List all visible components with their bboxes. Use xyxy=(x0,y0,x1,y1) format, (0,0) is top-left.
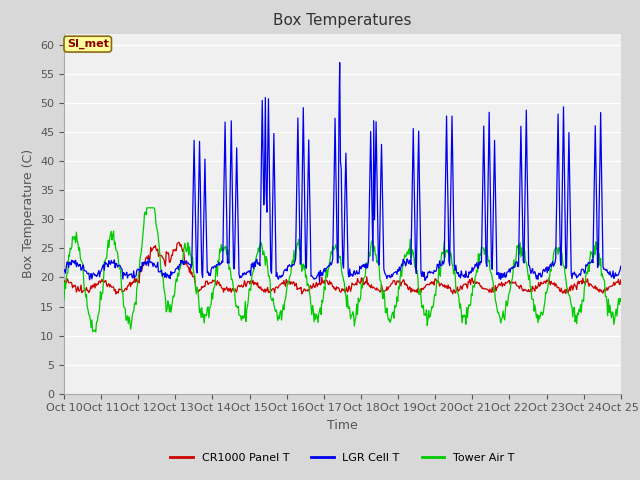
Title: Box Temperatures: Box Temperatures xyxy=(273,13,412,28)
X-axis label: Time: Time xyxy=(327,419,358,432)
Text: SI_met: SI_met xyxy=(67,39,109,49)
Y-axis label: Box Temperature (C): Box Temperature (C) xyxy=(22,149,35,278)
Legend: CR1000 Panel T, LGR Cell T, Tower Air T: CR1000 Panel T, LGR Cell T, Tower Air T xyxy=(166,448,519,467)
